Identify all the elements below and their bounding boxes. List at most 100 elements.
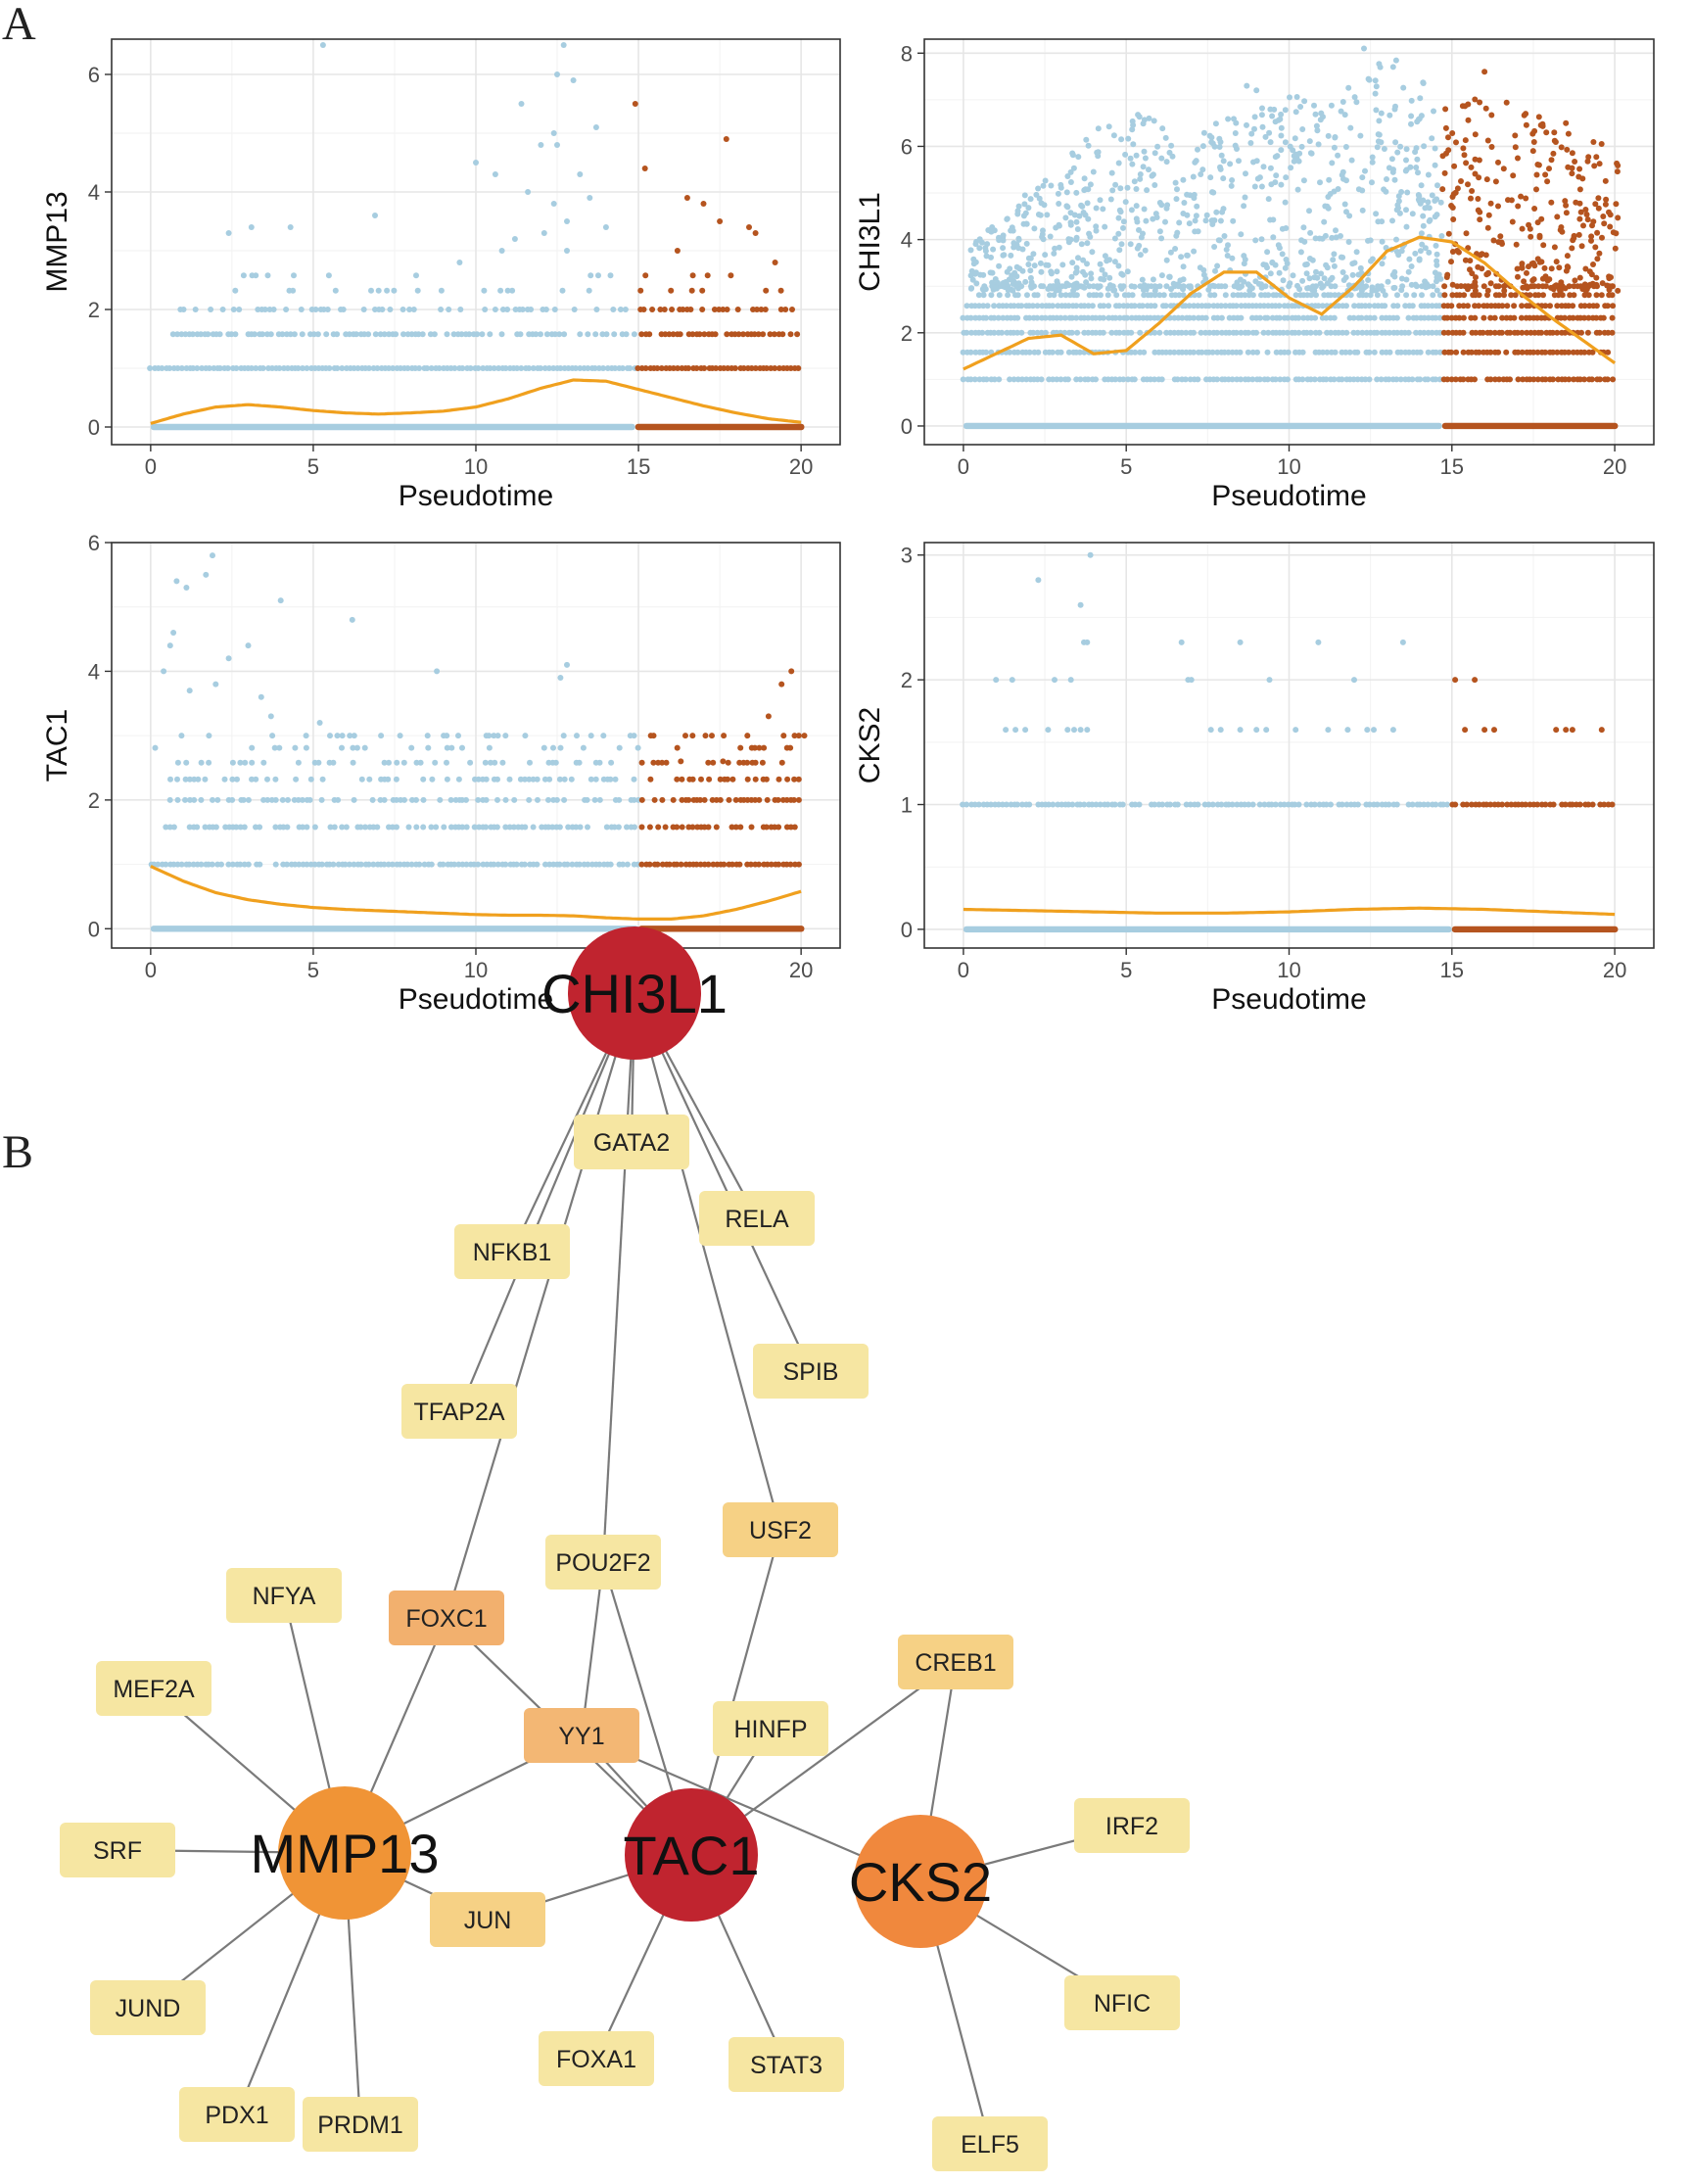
cloud-point — [1031, 262, 1038, 269]
level-point — [1014, 376, 1021, 383]
cloud-point — [1125, 135, 1132, 142]
level-point — [1342, 349, 1349, 356]
level-point — [1499, 303, 1506, 309]
level-point — [323, 331, 330, 338]
level-point — [650, 733, 657, 739]
cloud-point — [1420, 213, 1427, 219]
cloud-point — [1563, 267, 1570, 274]
cloud-point — [1220, 175, 1227, 182]
cloud-point — [1520, 284, 1527, 291]
tf-label: CREB1 — [915, 1649, 996, 1677]
cloud-point — [1572, 159, 1578, 165]
gene-label: CHI3L1 — [541, 963, 728, 1024]
level-point — [1285, 376, 1291, 383]
level-point — [186, 776, 193, 783]
baseline-late-points — [638, 926, 805, 932]
level-point — [229, 776, 236, 783]
level-point — [410, 307, 417, 312]
cloud-point — [1317, 179, 1323, 186]
level-point — [447, 796, 454, 803]
level-point — [284, 861, 290, 868]
level-point — [1585, 292, 1592, 299]
level-point — [1562, 801, 1569, 808]
level-point — [174, 331, 181, 338]
cloud-point — [1140, 120, 1147, 127]
outlier-point — [1146, 115, 1152, 121]
tf-box — [713, 1701, 828, 1756]
cloud-point — [1294, 186, 1301, 193]
level-point — [198, 861, 205, 868]
cloud-point — [1112, 181, 1119, 188]
level-point — [511, 796, 518, 803]
cloud-point — [1585, 154, 1592, 161]
edge-chi3l1-foxc1 — [445, 992, 636, 1619]
cloud-point — [1190, 173, 1197, 180]
level-point — [1195, 376, 1201, 383]
level-point — [1430, 292, 1436, 299]
level-point — [1116, 303, 1123, 309]
cloud-point — [1347, 124, 1354, 131]
level-point — [190, 365, 197, 371]
level-point — [747, 861, 754, 868]
level-point — [1034, 292, 1041, 299]
level-point — [1386, 329, 1392, 336]
level-point — [1058, 292, 1064, 299]
outlier-point — [456, 260, 463, 265]
level-point — [401, 796, 407, 803]
level-point — [1515, 349, 1522, 356]
level-point — [721, 861, 728, 868]
level-point — [361, 744, 368, 751]
cloud-point — [1238, 231, 1245, 238]
level-point — [976, 314, 983, 321]
level-point — [296, 861, 303, 868]
level-point — [1609, 314, 1616, 321]
cloud-point — [1158, 272, 1165, 279]
outlier-point — [602, 224, 609, 230]
level-point — [1246, 292, 1252, 299]
x-tick-label: 5 — [307, 958, 319, 982]
level-point — [1507, 376, 1513, 383]
level-point — [571, 307, 578, 312]
cloud-point — [1458, 283, 1465, 290]
level-point — [1176, 292, 1183, 299]
level-point — [198, 759, 205, 766]
cloud-point — [1306, 208, 1312, 214]
level-point — [666, 861, 673, 868]
cloud-point — [1270, 216, 1277, 223]
level-point — [1488, 303, 1494, 309]
tf-box — [753, 1344, 869, 1399]
level-point — [1508, 292, 1515, 299]
cloud-point — [1191, 191, 1198, 198]
cloud-point — [1576, 166, 1583, 172]
tf-label: USF2 — [749, 1517, 812, 1544]
level-point — [1374, 376, 1381, 383]
level-point — [1014, 292, 1021, 299]
cloud-point — [1544, 178, 1551, 185]
level-point — [1183, 801, 1190, 808]
cloud-point — [1540, 242, 1547, 249]
level-point — [502, 733, 509, 739]
level-point — [1504, 303, 1511, 309]
outlier-point — [788, 668, 795, 675]
cloud-point — [1546, 166, 1552, 172]
cloud-point — [1467, 258, 1474, 264]
cloud-point — [1001, 252, 1008, 259]
cloud-point — [1318, 270, 1325, 277]
cloud-point — [1355, 186, 1362, 193]
level-point — [1226, 314, 1233, 321]
cloud-point — [1048, 182, 1055, 189]
level-point — [491, 733, 497, 739]
level-point — [1331, 376, 1338, 383]
tf-node-creb1: CREB1 — [898, 1635, 1013, 1689]
level-point — [776, 365, 782, 371]
cloud-point — [1548, 265, 1555, 272]
level-point — [1523, 801, 1528, 808]
cloud-point — [1391, 176, 1398, 183]
cloud-point — [1400, 84, 1407, 91]
level-point — [607, 272, 614, 279]
level-point — [440, 861, 446, 868]
cloud-point — [1075, 154, 1082, 161]
cloud-point — [1378, 110, 1385, 117]
cloud-point — [1088, 270, 1095, 277]
cloud-point — [980, 271, 987, 278]
